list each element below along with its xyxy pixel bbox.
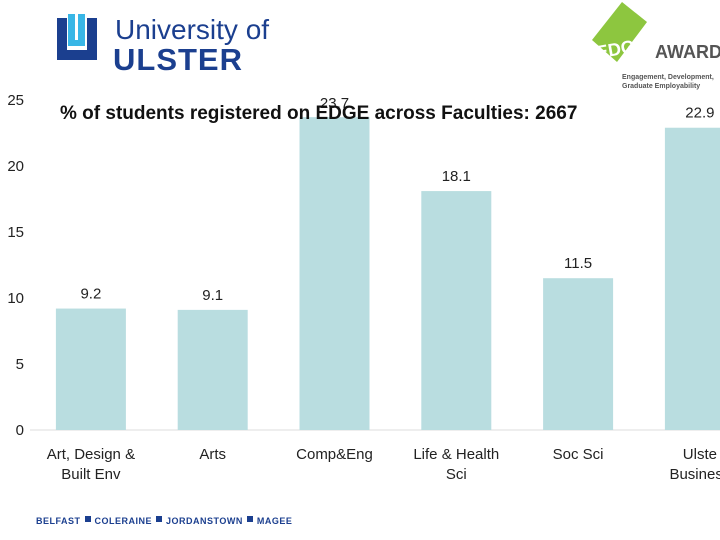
bar [421,191,492,430]
bar-value-label: 23.7 [320,95,349,112]
bar-value-label: 22.9 [685,105,714,122]
award-logo-word2: AWARD [655,42,720,62]
separator-square-icon [246,516,253,523]
y-tick-label: 25 [7,92,24,109]
campus-footer: BELFAST COLERAINE JORDANSTOWN MAGEE [36,511,336,526]
university-logo: University of ULSTER [55,14,269,77]
campus-name: BELFAST [36,516,81,526]
faculty-bar-chart: 0 5 10 15 20 25 9.2 9.1 23.7 18.1 11.5 22.9 Art, D… [7,92,720,483]
chart-title: % of students registered on EDGE across … [60,103,578,124]
category-label: Art, Design & [47,446,135,463]
edge-award-mark-icon: EDGE [592,2,648,63]
award-tagline-1: Engagement, Development, [622,74,714,81]
edge-award-logo: EDGE AWARD Engagement, Development, Grad… [582,0,720,100]
separator-square-icon [84,516,91,523]
campus-name: COLERAINE [94,516,153,526]
y-tick-label: 5 [16,356,24,373]
category-label: Arts [199,446,226,463]
category-label: Life & Health [413,446,499,463]
y-tick-label: 20 [7,158,24,175]
bar [543,278,614,430]
campus-name: JORDANSTOWN [166,516,243,526]
category-label: Built Env [61,466,121,483]
y-tick-label: 15 [7,224,24,241]
bar [664,127,720,430]
bar-value-label: 18.1 [442,168,471,185]
award-tagline-2: Graduate Employability [622,83,701,90]
university-name-line2: ULSTER [113,42,243,77]
category-label: Soc Sci [553,446,604,463]
category-label: Ulste [683,446,717,463]
separator-square-icon [156,516,163,523]
y-tick-label: 10 [7,290,24,307]
university-crest-icon [57,14,97,60]
bar [299,117,370,430]
category-label: Sci [446,466,467,483]
y-tick-label: 0 [16,422,24,439]
category-label: Comp&Eng [296,446,373,463]
bar-value-label: 11.5 [564,255,592,272]
campus-name: MAGEE [256,516,293,526]
bar-value-label: 9.1 [202,287,223,304]
bar [55,308,126,430]
category-label: Business [669,466,720,483]
bar [177,309,248,430]
bar-value-label: 9.2 [80,286,101,303]
university-name-line1: University of [115,14,270,45]
